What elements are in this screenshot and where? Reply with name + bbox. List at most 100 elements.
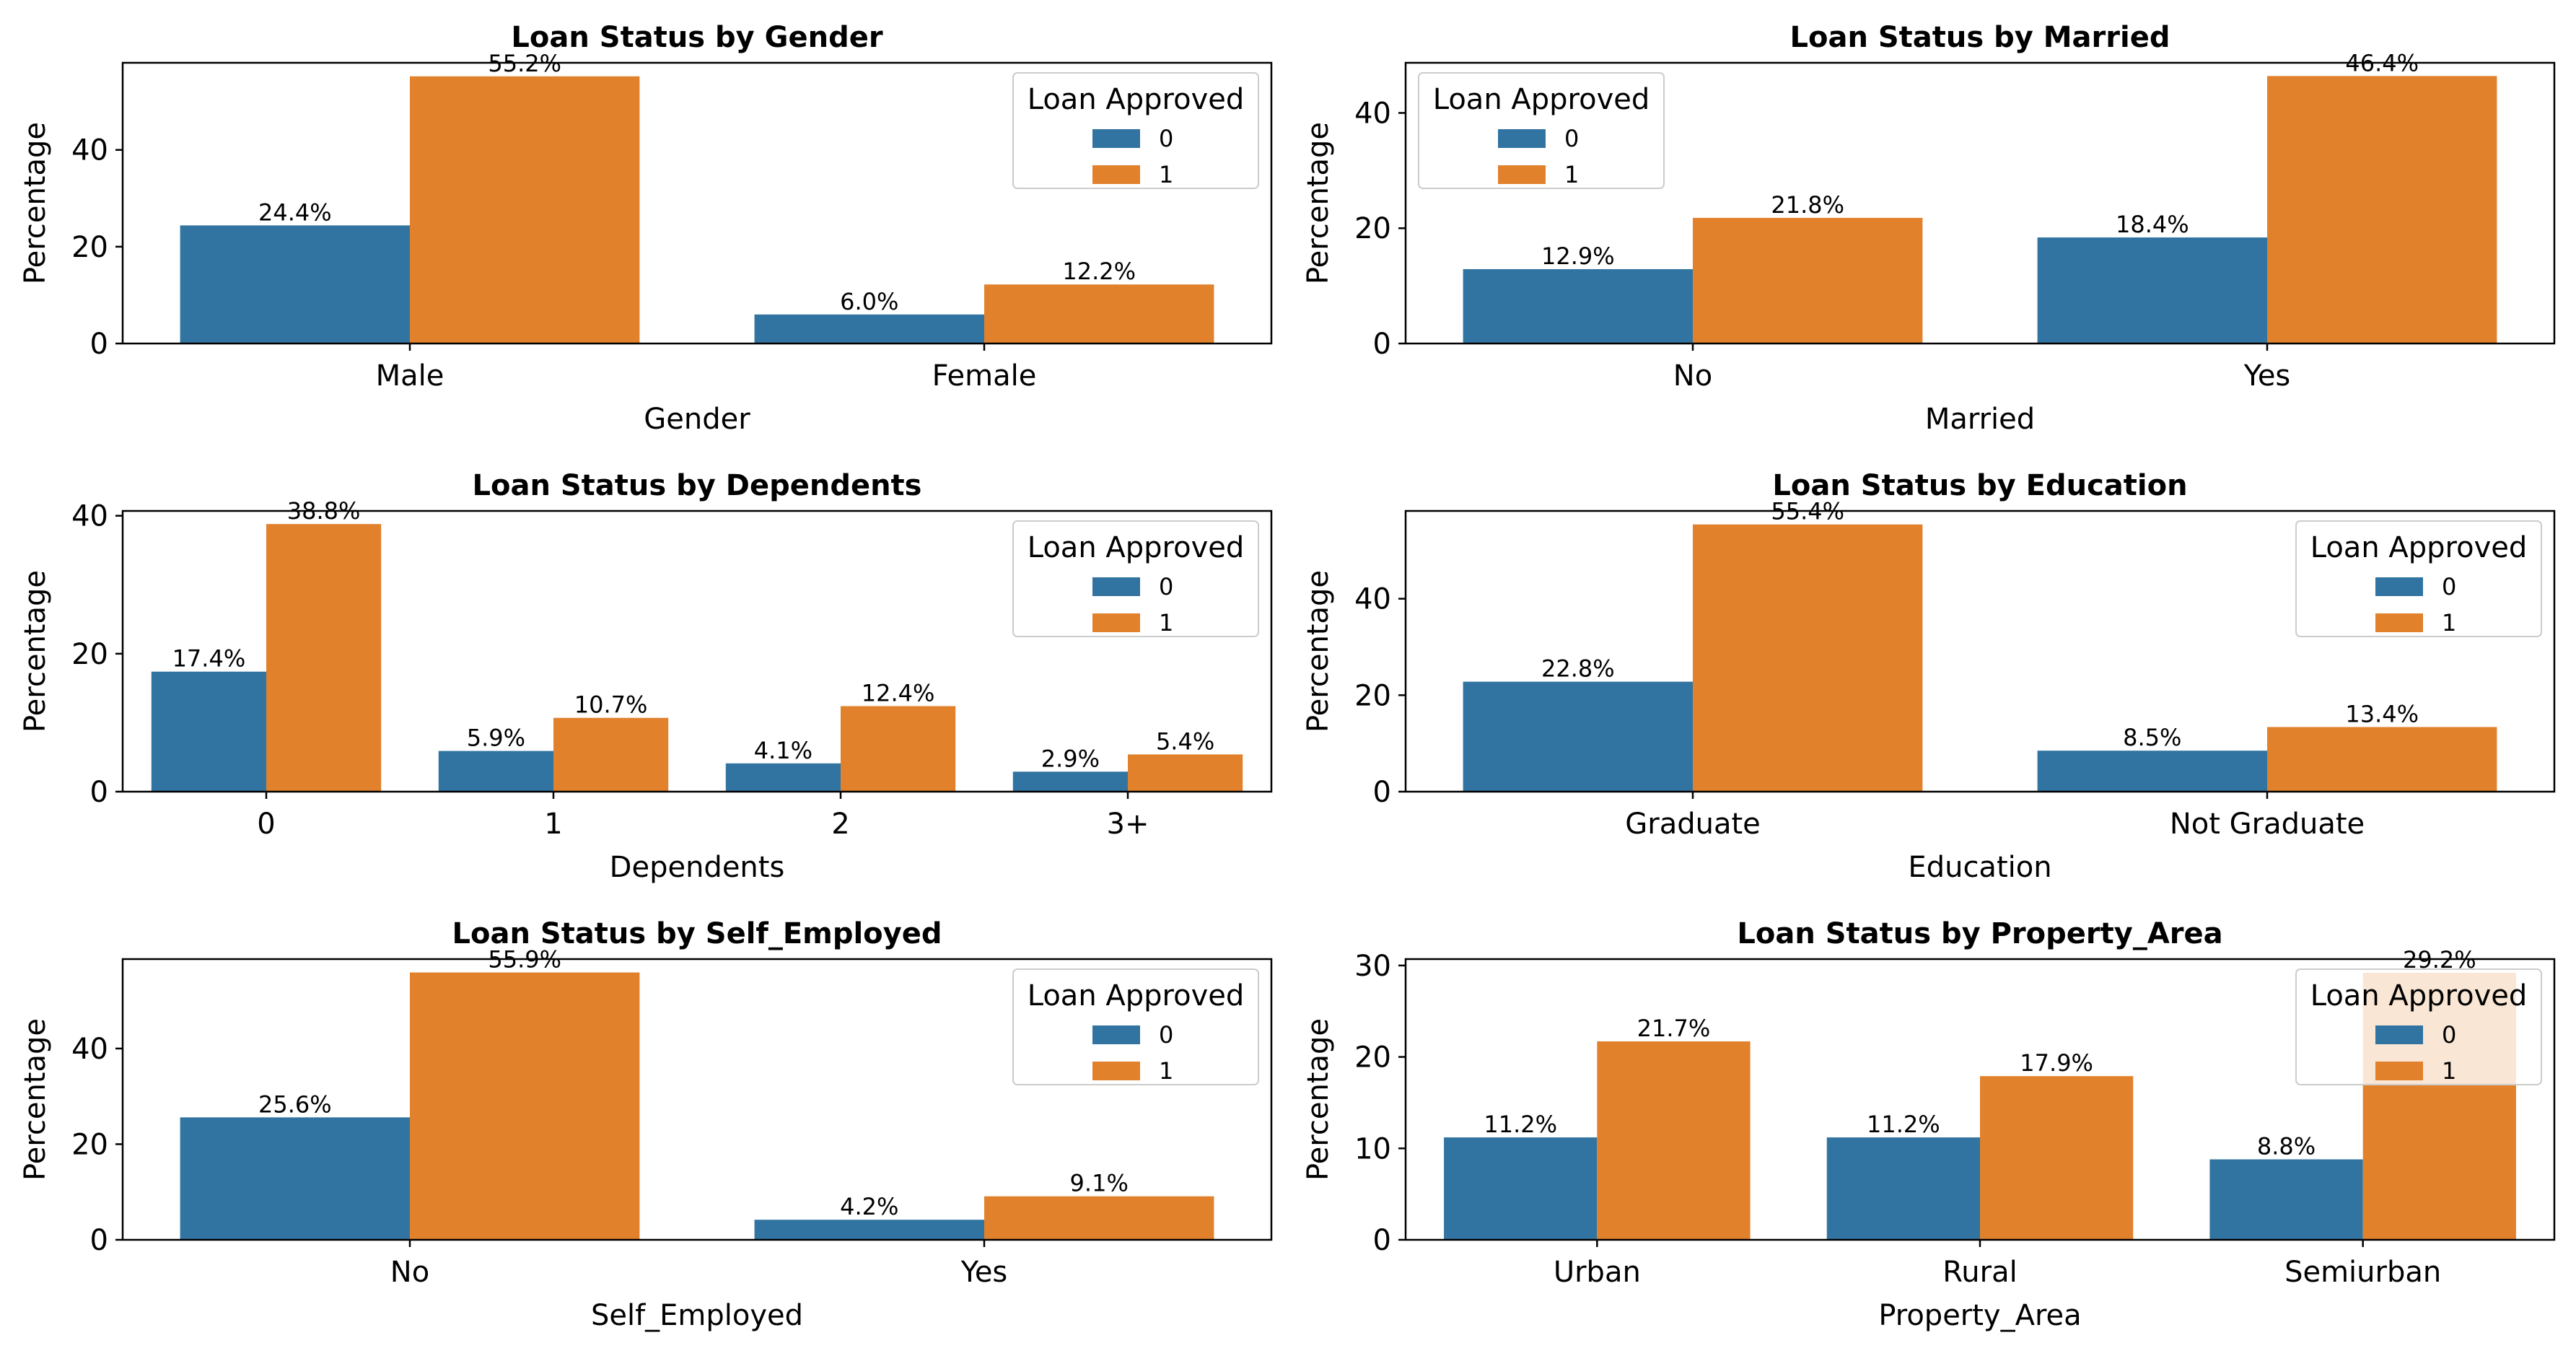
bar-value-label: 17.9%: [2020, 1049, 2093, 1077]
bar-series1-yes: [984, 1196, 1214, 1240]
legend: Loan Approved 0 1: [2295, 968, 2542, 1085]
chart-title: Loan Status by Gender: [511, 21, 882, 54]
bar-value-label: 8.8%: [2257, 1132, 2316, 1160]
bar-series0-no: [180, 1117, 410, 1240]
bar-series1-no: [410, 972, 640, 1240]
y-tick-label: 20: [71, 1128, 108, 1161]
bar-value-label: 8.5%: [2123, 724, 2181, 751]
bar-series1-2: [841, 706, 956, 792]
y-tick-label: 20: [1354, 1041, 1391, 1075]
y-tick-label: 20: [71, 231, 108, 264]
x-tick-label: No: [1673, 359, 1712, 393]
bar-series1-no: [1693, 217, 1923, 344]
x-tick-label: 3+: [1107, 808, 1149, 841]
bar-series0-graduate: [1463, 681, 1693, 792]
y-tick-label: 0: [90, 1224, 108, 1257]
chart-title: Loan Status by Married: [1790, 21, 2170, 54]
bar-value-label: 2.9%: [1041, 745, 1100, 772]
y-axis-label: Percentage: [1302, 122, 1335, 284]
y-axis-label: Percentage: [1302, 570, 1335, 732]
x-tick-label: Graduate: [1625, 808, 1761, 841]
bar-series0-urban: [1444, 1137, 1598, 1240]
legend-entry-0: 0: [1564, 125, 1579, 152]
x-tick-label: No: [390, 1256, 429, 1289]
bar-series1-not-graduate: [2267, 727, 2497, 792]
chart-panel-6: 11.2% 11.2%8.8%21.7%17.9%29.2%0102030Urba…: [1302, 917, 2556, 1332]
axes-frame: [121, 61, 1273, 345]
y-tick-label: 40: [1354, 97, 1391, 130]
legend-swatch-1: [1092, 1062, 1140, 1080]
bar-series1-urban: [1597, 1041, 1751, 1240]
bar-series0-female: [754, 314, 984, 344]
y-tick-label: 10: [1354, 1132, 1391, 1165]
chart-title: Loan Status by Education: [1772, 469, 2187, 502]
bar-series0-no: [1463, 268, 1693, 344]
bar-value-label: 4.1%: [754, 737, 812, 764]
legend-swatch-1: [2375, 1062, 2423, 1080]
legend-entry-1: 1: [1564, 161, 1579, 188]
y-tick-label: 0: [90, 328, 108, 361]
legend-title: Loan Approved: [1433, 83, 1650, 116]
legend-entry-1: 1: [1159, 1057, 1173, 1085]
chart-title: Loan Status by Self_Employed: [452, 917, 942, 950]
bar-value-label: 22.8%: [1541, 655, 1615, 683]
legend-entry-0: 0: [1159, 1021, 1173, 1049]
bar-value-label: 25.6%: [258, 1090, 332, 1118]
legend-swatch-0: [1092, 129, 1140, 148]
y-tick-label: 30: [1354, 950, 1391, 983]
legend-title: Loan Approved: [1028, 531, 1245, 564]
bar-value-label: 17.4%: [172, 645, 246, 673]
y-tick-label: 20: [71, 638, 108, 671]
legend: Loan Approved 0 1: [2295, 520, 2542, 637]
x-axis-label: Dependents: [610, 851, 785, 884]
x-tick-label: Yes: [2243, 359, 2291, 393]
bar-series0-1: [438, 751, 553, 792]
bar-value-label: 9.1%: [1070, 1170, 1129, 1197]
x-tick-label: Male: [376, 359, 444, 393]
chart-title: Loan Status by Property_Area: [1737, 917, 2222, 950]
y-tick-label: 0: [1373, 1224, 1391, 1257]
bar-series1-0: [266, 524, 382, 792]
x-tick-label: 2: [831, 808, 849, 841]
axes-frame: [1404, 509, 2556, 793]
bar-value-label: 13.4%: [2345, 700, 2419, 727]
legend: Loan Approved 0 1: [1418, 72, 1665, 189]
x-tick-label: Urban: [1554, 1256, 1641, 1289]
y-tick-label: 0: [1373, 776, 1391, 809]
bar-series0-rural: [1826, 1137, 1980, 1240]
bar-series0-not-graduate: [2037, 751, 2267, 792]
legend-title: Loan Approved: [2310, 531, 2528, 564]
x-tick-label: Female: [932, 359, 1037, 393]
x-axis-label: Property_Area: [1878, 1299, 2081, 1332]
axes-frame: [121, 509, 1273, 793]
x-tick-label: 0: [257, 808, 275, 841]
axes-frame: [1404, 958, 2556, 1241]
bar-series0-2: [725, 763, 841, 792]
legend-swatch-0: [2375, 577, 2423, 596]
y-tick-label: 20: [1354, 212, 1391, 245]
y-tick-label: 40: [71, 134, 108, 167]
x-tick-label: Yes: [960, 1256, 1008, 1289]
legend-swatch-1: [1498, 165, 1546, 184]
x-tick-label: Rural: [1942, 1256, 2017, 1289]
legend: Loan Approved 0 1: [1012, 72, 1259, 189]
x-tick-label: 1: [544, 808, 562, 841]
bar-series1-male: [410, 76, 640, 344]
bar-series1-yes: [2267, 76, 2497, 344]
x-axis-label: Education: [1908, 851, 2051, 884]
legend-swatch-1: [1092, 165, 1140, 184]
bar-series1-graduate: [1693, 524, 1923, 792]
legend-entry-1: 1: [2442, 1057, 2456, 1085]
legend-entry-0: 0: [1159, 573, 1173, 600]
legend-entry-0: 0: [2442, 573, 2456, 600]
x-axis-label: Married: [1925, 403, 2035, 436]
legend-swatch-0: [1092, 577, 1140, 596]
legend-entry-1: 1: [1159, 161, 1173, 188]
bar-value-label: 18.4%: [2116, 211, 2189, 238]
bar-series0-3-: [1012, 771, 1128, 792]
bar-value-label: 12.4%: [862, 679, 935, 707]
chart-title: Loan Status by Dependents: [473, 469, 922, 502]
